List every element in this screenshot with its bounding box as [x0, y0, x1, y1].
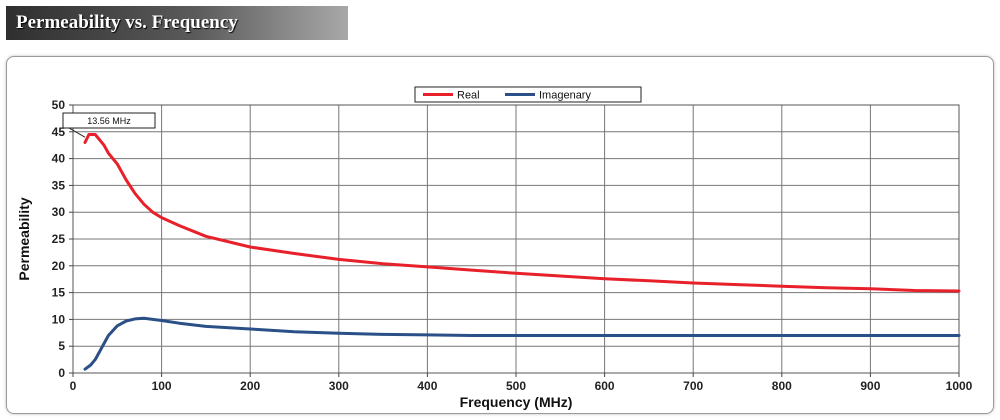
y-tick-label: 45: [52, 125, 66, 139]
y-tick-label: 25: [52, 232, 66, 246]
annotation-label: 13.56 MHz: [87, 116, 131, 126]
legend-label: Imagenary: [539, 90, 591, 102]
x-tick-label: 0: [70, 379, 77, 393]
y-tick-label: 5: [58, 339, 65, 353]
x-tick-label: 700: [683, 379, 703, 393]
y-tick-label: 20: [52, 259, 66, 273]
x-tick-label: 900: [860, 379, 880, 393]
y-tick-label: 35: [52, 178, 66, 192]
x-tick-label: 600: [595, 379, 615, 393]
legend: Real Imagenary: [414, 86, 642, 103]
series-layer: [83, 133, 961, 371]
x-tick-label: 500: [506, 379, 526, 393]
x-tick-label: 200: [240, 379, 260, 393]
y-axis-title: Permeability: [16, 197, 32, 280]
annotation-leader: [68, 127, 86, 138]
annotation-box: [62, 112, 156, 129]
series-line-real: [83, 133, 961, 293]
x-tick-label: 400: [417, 379, 437, 393]
x-tick-label: 300: [329, 379, 349, 393]
legend-label: Real: [457, 90, 480, 102]
x-tick-label: 100: [152, 379, 172, 393]
y-tick-label: 10: [52, 312, 66, 326]
y-tick-label: 40: [52, 152, 66, 166]
y-tick-label: 15: [52, 286, 66, 300]
chart-grid: [72, 104, 960, 374]
chart-frame: 0 5 10 15 20 25 30 35 40 45 50 0 100 200 300 400 500 600 7…: [6, 56, 994, 414]
x-tick-label: 1000: [946, 379, 973, 393]
page-title: Permeability vs. Frequency: [6, 6, 348, 40]
x-axis-title: Frequency (MHz): [460, 394, 573, 410]
annotation: 13.56 MHz: [62, 112, 156, 138]
series-line-imagenary: [83, 316, 961, 371]
y-tick-label: 0: [58, 366, 65, 380]
y-tick-label: 50: [52, 98, 66, 112]
x-tick-label: 800: [772, 379, 792, 393]
y-tick-label: 30: [52, 205, 66, 219]
